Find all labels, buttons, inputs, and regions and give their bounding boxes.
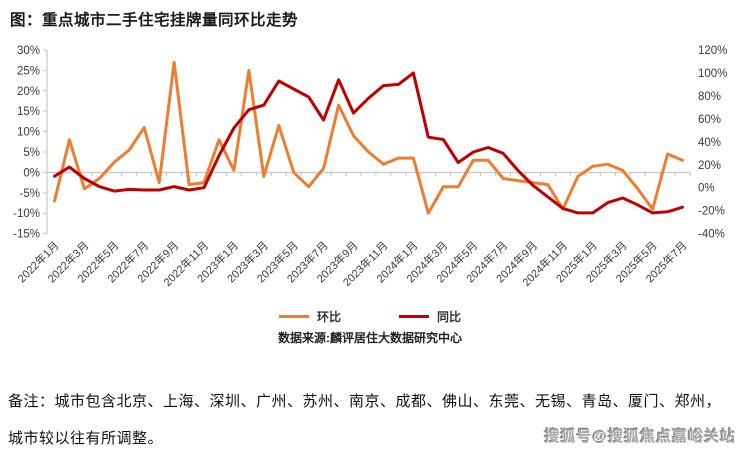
yoy-line-swatch (399, 315, 429, 318)
legend-label-yoy: 同比 (437, 310, 462, 324)
svg-text:15%: 15% (17, 106, 40, 118)
mom-line-swatch (278, 315, 309, 318)
svg-text:-10%: -10% (13, 208, 40, 220)
legend-item-mom: 环比 (278, 308, 341, 325)
svg-text:60%: 60% (698, 114, 721, 126)
legend-label-mom: 环比 (316, 310, 341, 324)
sohu-watermark: 搜狐号@搜狐焦点嘉峪关站 (544, 428, 736, 445)
svg-text:20%: 20% (17, 86, 40, 98)
svg-text:80%: 80% (698, 91, 721, 103)
svg-text:20%: 20% (698, 160, 721, 172)
svg-text:0%: 0% (23, 167, 40, 179)
svg-text:10%: 10% (17, 127, 40, 139)
svg-text:100%: 100% (698, 68, 727, 80)
chart-legend: 环比 同比 (0, 308, 740, 325)
svg-text:-15%: -15% (13, 229, 40, 241)
svg-text:25%: 25% (17, 65, 40, 77)
svg-text:5%: 5% (23, 147, 40, 159)
svg-text:-5%: -5% (20, 188, 40, 200)
svg-text:120%: 120% (698, 45, 727, 57)
svg-text:0%: 0% (698, 183, 715, 195)
svg-text:40%: 40% (698, 137, 721, 149)
svg-text:-40%: -40% (698, 229, 725, 241)
chart-title: 图：重点城市二手住宅挂牌量同环比走势 (10, 12, 299, 29)
svg-text:-20%: -20% (698, 206, 725, 218)
svg-text:30%: 30% (17, 45, 40, 57)
footnote-line2: 城市较以往有所调整。 (8, 429, 164, 447)
data-source-caption: 数据来源:麟评居住大数据研究中心 (278, 331, 462, 345)
legend-item-yoy: 同比 (399, 308, 461, 325)
trend-line-chart: 30% 25% 20% 15% 10% 5% 0% -5% -10% -15% 120% 100% 80… (13, 45, 727, 289)
footnote-line1: 备注：城市包含北京、上海、深圳、广州、苏州、南京、成都、佛山、东莞、无锡、青岛、… (8, 392, 722, 410)
